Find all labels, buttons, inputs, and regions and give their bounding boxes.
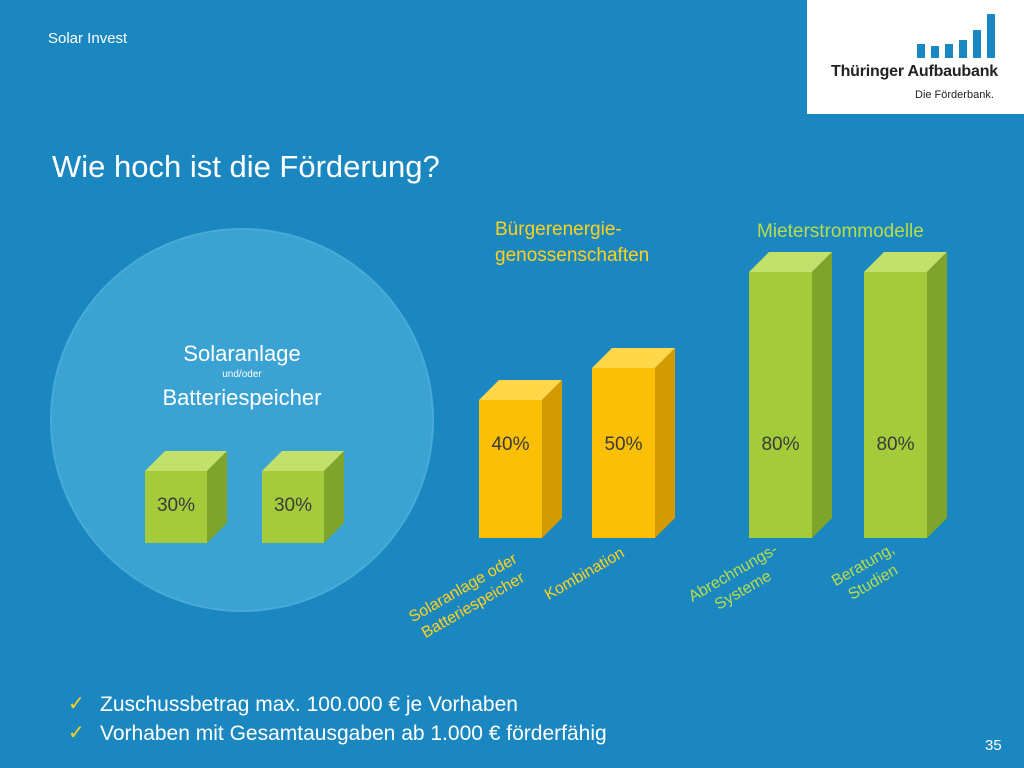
page-title: Wie hoch ist die Förderung? xyxy=(52,149,440,184)
circle-label-connector: und/oder xyxy=(222,369,262,380)
bullet-text: Vorhaben mit Gesamtausgaben ab 1.000 € f… xyxy=(100,722,607,745)
group-label-buergerenergie: Bürgerenergie- genossenschaften xyxy=(495,217,649,269)
bar-side-face xyxy=(542,380,562,538)
bullet-list: ✓ Zuschussbetrag max. 100.000 € je Vorha… xyxy=(68,690,607,748)
bar-front-face xyxy=(592,368,655,538)
bar: 30% xyxy=(262,451,344,543)
circle-label-solar: Solaranlage xyxy=(183,341,301,366)
group-label-buergerenergie-text: Bürgerenergie- genossenschaften xyxy=(495,219,650,266)
bullet-item: ✓ Zuschussbetrag max. 100.000 € je Vorha… xyxy=(68,690,607,719)
bar-top-face xyxy=(262,451,344,471)
bar-top-face xyxy=(145,451,227,471)
page-number: 35 xyxy=(985,737,1002,754)
bar-front-face xyxy=(749,272,812,538)
bar-category-label: Abrechnungs-Systeme xyxy=(686,541,791,623)
bar: 80% xyxy=(749,252,832,538)
bar: 80% xyxy=(864,252,947,538)
bar-value-label: 30% xyxy=(274,495,312,516)
bar-value-label: 30% xyxy=(157,495,195,516)
bar-front-face xyxy=(145,471,207,543)
checkmark-icon: ✓ xyxy=(68,722,85,744)
bar-value-label: 80% xyxy=(876,434,914,455)
bar: 50% xyxy=(592,348,675,538)
bar-top-face xyxy=(592,348,675,368)
scope-circle xyxy=(50,228,434,612)
logo: Thüringer Aufbaubank Die Förderbank. xyxy=(807,0,1024,114)
checkmark-icon: ✓ xyxy=(68,693,85,715)
header-label: Solar Invest xyxy=(48,30,128,47)
bar-front-face xyxy=(479,400,542,538)
bar-side-face xyxy=(655,348,675,538)
bar-side-face xyxy=(324,451,344,543)
logo-tagline: Die Förderbank. xyxy=(915,89,994,101)
bar-top-face xyxy=(864,252,947,272)
bar-side-face xyxy=(207,451,227,543)
logo-bars-icon xyxy=(917,14,995,58)
bar-front-face xyxy=(262,471,324,543)
bar-value-label: 40% xyxy=(491,434,529,455)
bar-side-face xyxy=(812,252,832,538)
group-label-mieterstrom: Mieterstrommodelle xyxy=(757,221,924,242)
bar-front-face xyxy=(864,272,927,538)
circle-label-battery: Batteriespeicher xyxy=(162,385,322,410)
bar-category-label: Beratung,Studien xyxy=(829,541,908,608)
bar-side-face xyxy=(927,252,947,538)
bar-category-label: Kombination xyxy=(542,545,628,604)
bar-value-label: 50% xyxy=(604,434,642,455)
bar: 40% xyxy=(479,380,562,538)
bar-value-label: 80% xyxy=(761,434,799,455)
bullet-text: Zuschussbetrag max. 100.000 € je Vorhabe… xyxy=(100,693,518,716)
bar-top-face xyxy=(479,380,562,400)
bar-category-label: Solaranlage oderBatteriespeicher xyxy=(406,550,531,643)
bar-top-face xyxy=(749,252,832,272)
logo-name: Thüringer Aufbaubank xyxy=(831,63,998,80)
bullet-item: ✓ Vorhaben mit Gesamtausgaben ab 1.000 €… xyxy=(68,719,607,748)
bar: 30% xyxy=(145,451,227,543)
